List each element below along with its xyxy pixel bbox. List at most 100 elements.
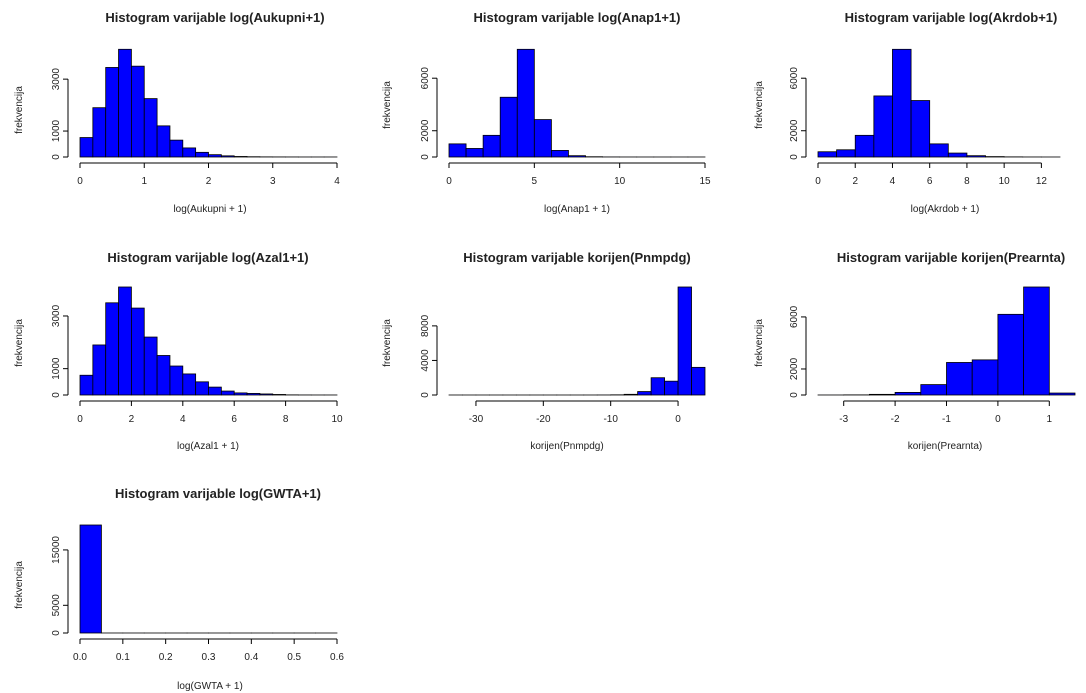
histogram-bar bbox=[568, 155, 586, 158]
x-tick-label: 0 bbox=[675, 414, 681, 425]
histogram-bar bbox=[79, 137, 94, 158]
histogram-bar bbox=[143, 98, 158, 158]
y-tick-label: 0 bbox=[789, 154, 800, 160]
x-axis-label: korijen(Pnmpdg) bbox=[530, 441, 603, 452]
x-axis-label: korijen(Prearnta) bbox=[908, 441, 982, 452]
chart-title: Histogram varijable log(Anap1+1) bbox=[474, 10, 681, 25]
y-tick-label: 0 bbox=[51, 154, 62, 160]
y-tick-label: 0 bbox=[51, 392, 62, 398]
histogram-bar bbox=[79, 524, 102, 634]
x-tick-label: 2 bbox=[206, 176, 212, 187]
y-tick-label: 6000 bbox=[420, 67, 431, 90]
histogram-bar bbox=[482, 134, 501, 158]
x-tick-label: 0.3 bbox=[202, 652, 216, 663]
histogram-panel-7: Histogram varijable log(GWTA+1) 0.0 0.1 0.2… bbox=[14, 486, 344, 692]
histogram-bar bbox=[220, 155, 235, 158]
histogram-bar bbox=[691, 366, 706, 396]
histogram-bar bbox=[118, 48, 132, 158]
histogram-bar bbox=[966, 155, 986, 158]
y-tick-label: 8000 bbox=[420, 314, 431, 337]
histogram-bar bbox=[118, 286, 132, 396]
chart-title: Histogram varijable log(GWTA+1) bbox=[115, 486, 321, 501]
histogram-panel-3: Histogram varijable log(Akrdob+1) 0 2 4 6 8 10… bbox=[754, 10, 1061, 215]
chart-title: Histogram varijable log(Akrdob+1) bbox=[845, 10, 1058, 25]
y-tick-label: 2000 bbox=[789, 119, 800, 142]
histogram-panel-1: Histogram varijable log(Aukupni+1) 0 1 2 3 4 0… bbox=[14, 10, 340, 215]
histogram-bar bbox=[220, 390, 235, 396]
y-tick-label: 0 bbox=[420, 154, 431, 160]
x-tick-label: 10 bbox=[999, 176, 1011, 187]
x-tick-label: 8 bbox=[283, 414, 289, 425]
histogram-bar bbox=[551, 150, 569, 158]
y-tick-label: 0 bbox=[51, 630, 62, 636]
y-axis-label: frekvencija bbox=[382, 319, 393, 367]
histogram-bar bbox=[971, 359, 999, 396]
histogram-bar bbox=[208, 386, 222, 396]
x-axis-label: log(Akrdob + 1) bbox=[911, 204, 980, 215]
histogram-bar bbox=[195, 151, 209, 158]
x-tick-label: -1 bbox=[942, 414, 951, 425]
x-tick-label: -10 bbox=[603, 414, 618, 425]
x-axis-label: log(GWTA + 1) bbox=[177, 681, 243, 692]
y-axis-label: frekvencija bbox=[382, 81, 393, 129]
histogram-bar bbox=[169, 365, 184, 396]
histogram-panel-6: Histogram varijable korijen(Prearnta) -3 -… bbox=[754, 250, 1076, 452]
histogram-panel-5: Histogram varijable korijen(Pnmpdg) -30 -2… bbox=[382, 250, 706, 452]
x-tick-label: 0.2 bbox=[159, 652, 173, 663]
y-tick-label: 2000 bbox=[420, 119, 431, 142]
histogram-bar bbox=[272, 394, 287, 396]
histogram-bar bbox=[105, 302, 119, 396]
y-tick-label: 5000 bbox=[51, 594, 62, 617]
histogram-bar bbox=[92, 107, 107, 158]
histogram-bar bbox=[130, 307, 145, 396]
y-axis-label: frekvencija bbox=[754, 81, 765, 129]
histogram-bar bbox=[516, 48, 535, 158]
y-tick-label: 15000 bbox=[51, 536, 62, 564]
x-axis-label: log(Anap1 + 1) bbox=[544, 204, 610, 215]
x-tick-label: 4 bbox=[334, 176, 340, 187]
x-tick-label: 0 bbox=[995, 414, 1001, 425]
x-tick-label: 0.1 bbox=[116, 652, 130, 663]
y-tick-label: 4000 bbox=[420, 349, 431, 372]
histogram-bar bbox=[182, 147, 197, 158]
x-tick-label: 12 bbox=[1036, 176, 1048, 187]
x-tick-label: 0.5 bbox=[287, 652, 301, 663]
y-tick-label: 1000 bbox=[51, 119, 62, 142]
histogram-bar bbox=[817, 151, 838, 158]
x-tick-label: -30 bbox=[469, 414, 484, 425]
y-tick-label: 3000 bbox=[51, 304, 62, 327]
histogram-bar bbox=[195, 381, 209, 396]
chart-title: Histogram varijable log(Aukupni+1) bbox=[105, 10, 324, 25]
chart-title: Histogram varijable log(Azal1+1) bbox=[107, 250, 308, 265]
x-tick-label: 0 bbox=[77, 414, 83, 425]
x-tick-label: 5 bbox=[532, 176, 538, 187]
y-tick-label: 1000 bbox=[51, 357, 62, 380]
histogram-bar bbox=[499, 96, 518, 158]
x-tick-label: 0 bbox=[446, 176, 452, 187]
histogram-bar bbox=[946, 362, 973, 396]
histogram-bar bbox=[894, 391, 922, 396]
histogram-bar bbox=[182, 373, 197, 396]
x-tick-label: -2 bbox=[891, 414, 900, 425]
x-tick-label: 2 bbox=[129, 414, 135, 425]
histogram-bar bbox=[910, 100, 931, 158]
histogram-bar bbox=[156, 355, 171, 396]
histogram-panel-2: Histogram varijable log(Anap1+1) 0 5 10 15 0 2… bbox=[382, 10, 711, 215]
histogram-bar bbox=[664, 380, 679, 396]
histogram-bar bbox=[143, 336, 158, 396]
x-tick-label: 2 bbox=[852, 176, 858, 187]
histogram-bar bbox=[650, 377, 665, 396]
histogram-panel-4: Histogram varijable log(Azal1+1)0 2 4 6 8 100… bbox=[14, 250, 343, 452]
histogram-bar bbox=[208, 154, 222, 158]
histogram-bar bbox=[79, 374, 94, 396]
x-tick-label: 1 bbox=[141, 176, 147, 187]
histogram-bar bbox=[130, 65, 145, 158]
histogram-bar bbox=[623, 393, 639, 396]
histogram-bar bbox=[533, 119, 552, 158]
histogram-bar bbox=[677, 286, 692, 396]
x-tick-label: 10 bbox=[614, 176, 626, 187]
x-tick-label: 0.0 bbox=[73, 652, 87, 663]
histogram-bar bbox=[1023, 286, 1050, 396]
chart-title: Histogram varijable korijen(Pnmpdg) bbox=[463, 250, 691, 265]
histogram-bar bbox=[892, 48, 912, 158]
